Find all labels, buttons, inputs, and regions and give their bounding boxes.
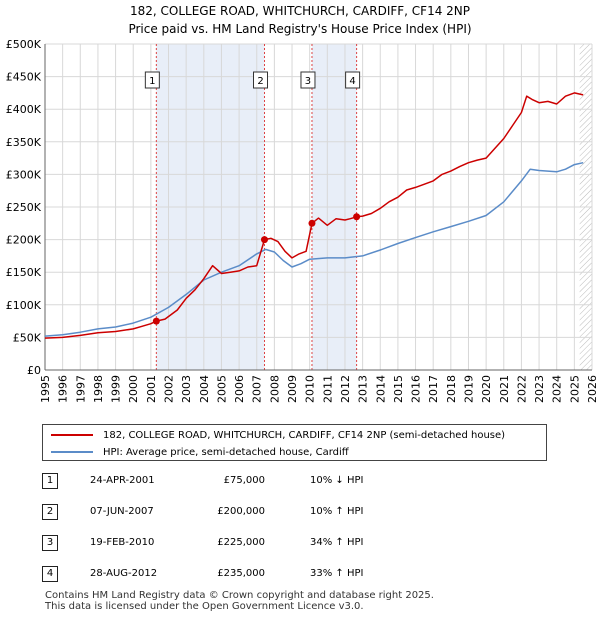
sale-marker-label: 1	[144, 71, 160, 89]
x-tick-label: 1996	[57, 375, 70, 403]
x-tick-label: 2020	[480, 375, 493, 403]
legend-swatch-hpi	[51, 451, 93, 453]
sale-point	[261, 236, 269, 244]
x-tick-label: 2003	[180, 375, 193, 403]
x-tick-label: 2005	[215, 375, 228, 403]
sale-hpi-change: 34% ↑ HPI	[310, 537, 364, 548]
sale-point	[308, 219, 316, 227]
x-tick-label: 2026	[586, 375, 599, 403]
sale-row: 2 07-JUN-2007 £200,000 10% ↑ HPI	[42, 502, 562, 522]
sale-number-badge: 2	[42, 504, 58, 520]
sale-point	[152, 317, 160, 325]
legend-label-property: 182, COLLEGE ROAD, WHITCHURCH, CARDIFF, …	[103, 429, 506, 441]
sale-row: 1 24-APR-2001 £75,000 10% ↓ HPI	[42, 471, 562, 491]
x-tick-label: 2019	[462, 375, 475, 403]
x-tick-label: 2008	[268, 375, 281, 403]
y-tick-label: £250K	[6, 201, 42, 214]
chart-subtitle: Price paid vs. HM Land Registry's House …	[128, 22, 472, 36]
y-tick-label: £50K	[13, 331, 42, 344]
x-tick-label: 2018	[445, 375, 458, 403]
legend-label-hpi: HPI: Average price, semi-detached house,…	[103, 446, 349, 458]
y-tick-label: £0	[27, 364, 41, 377]
x-tick-label: 2009	[286, 375, 299, 403]
legend: 182, COLLEGE ROAD, WHITCHURCH, CARDIFF, …	[42, 424, 547, 461]
sale-marker-label: 4	[345, 71, 361, 89]
footer-licence: This data is licensed under the Open Gov…	[45, 601, 364, 612]
x-tick-label: 1998	[92, 375, 105, 403]
y-tick-label: £200K	[6, 234, 42, 247]
x-tick-label: 2024	[551, 375, 564, 403]
x-tick-label: 2000	[127, 375, 140, 403]
sale-price: £225,000	[217, 537, 265, 548]
legend-item-property: 182, COLLEGE ROAD, WHITCHURCH, CARDIFF, …	[51, 427, 505, 443]
x-tick-label: 2016	[410, 375, 423, 403]
sale-hpi-change: 10% ↓ HPI	[310, 475, 364, 486]
property-series-line	[44, 92, 584, 339]
x-tick-label: 2017	[427, 375, 440, 403]
x-tick-label: 2025	[568, 375, 581, 403]
sale-price: £75,000	[223, 475, 265, 486]
sale-marker-box	[144, 71, 160, 89]
x-tick-label: 2023	[533, 375, 546, 403]
x-tick-label: 2001	[145, 375, 158, 403]
legend-item-hpi: HPI: Average price, semi-detached house,…	[51, 444, 349, 460]
footer-copyright: Contains HM Land Registry data © Crown c…	[45, 590, 434, 601]
price-chart: £0 £50K £100K £150K £200K £250K £300K £350K £400…	[6, 38, 599, 403]
sale-marker-box	[253, 71, 269, 89]
sale-price: £200,000	[217, 506, 265, 517]
x-tick-label: 1999	[110, 375, 123, 403]
x-tick-label: 2007	[251, 375, 264, 403]
sale-marker-box	[300, 71, 316, 89]
sale-date: 07-JUN-2007	[90, 506, 154, 517]
y-tick-label: £400K	[6, 103, 42, 116]
y-tick-label: £500K	[6, 38, 42, 51]
sale-date: 19-FEB-2010	[90, 537, 155, 548]
hpi-series-line	[44, 161, 584, 337]
x-tick-label: 2021	[498, 375, 511, 403]
x-tick-label: 2010	[304, 375, 317, 403]
sale-marker-number: 1	[149, 76, 155, 87]
x-tick-label: 2006	[233, 375, 246, 403]
sale-number-badge: 4	[42, 566, 58, 582]
sale-row: 4 28-AUG-2012 £235,000 33% ↑ HPI	[42, 564, 562, 584]
x-tick-label: 2013	[357, 375, 370, 403]
footer: Contains HM Land Registry data © Crown c…	[45, 590, 434, 612]
sale-hpi-change: 33% ↑ HPI	[310, 568, 364, 579]
chart-title: 182, COLLEGE ROAD, WHITCHURCH, CARDIFF, …	[129, 4, 471, 18]
x-tick-label: 2012	[339, 375, 352, 403]
sale-point	[353, 213, 361, 221]
sale-number-badge: 3	[42, 535, 58, 551]
y-tick-label: £450K	[6, 71, 42, 84]
sale-row: 3 19-FEB-2010 £225,000 34% ↑ HPI	[42, 533, 562, 553]
x-tick-label: 2011	[321, 375, 334, 403]
x-tick-label: 2002	[163, 375, 176, 403]
x-tick-label: 1997	[74, 375, 87, 403]
y-tick-label: £100K	[6, 299, 42, 312]
sale-number-badge: 1	[42, 473, 58, 489]
sale-marker-number: 2	[257, 76, 263, 87]
sale-hpi-change: 10% ↑ HPI	[310, 506, 364, 517]
legend-swatch-property	[51, 434, 93, 436]
y-tick-label: £300K	[6, 168, 42, 181]
sale-marker-number: 3	[305, 76, 311, 87]
y-tick-label: £150K	[6, 266, 42, 279]
y-tick-label: £350K	[6, 136, 42, 149]
x-tick-label: 2004	[198, 375, 211, 403]
x-tick-label: 2015	[392, 375, 405, 403]
sale-marker-label: 3	[300, 71, 316, 89]
sale-marker-label: 2	[253, 71, 269, 89]
sale-marker-box	[345, 71, 361, 89]
sale-date: 24-APR-2001	[90, 475, 155, 486]
sale-price: £235,000	[217, 568, 265, 579]
x-tick-label: 2022	[515, 375, 528, 403]
sale-date: 28-AUG-2012	[90, 568, 158, 579]
x-tick-label: 2014	[374, 375, 387, 403]
sale-marker-number: 4	[349, 76, 355, 87]
x-tick-label: 1995	[39, 375, 52, 403]
